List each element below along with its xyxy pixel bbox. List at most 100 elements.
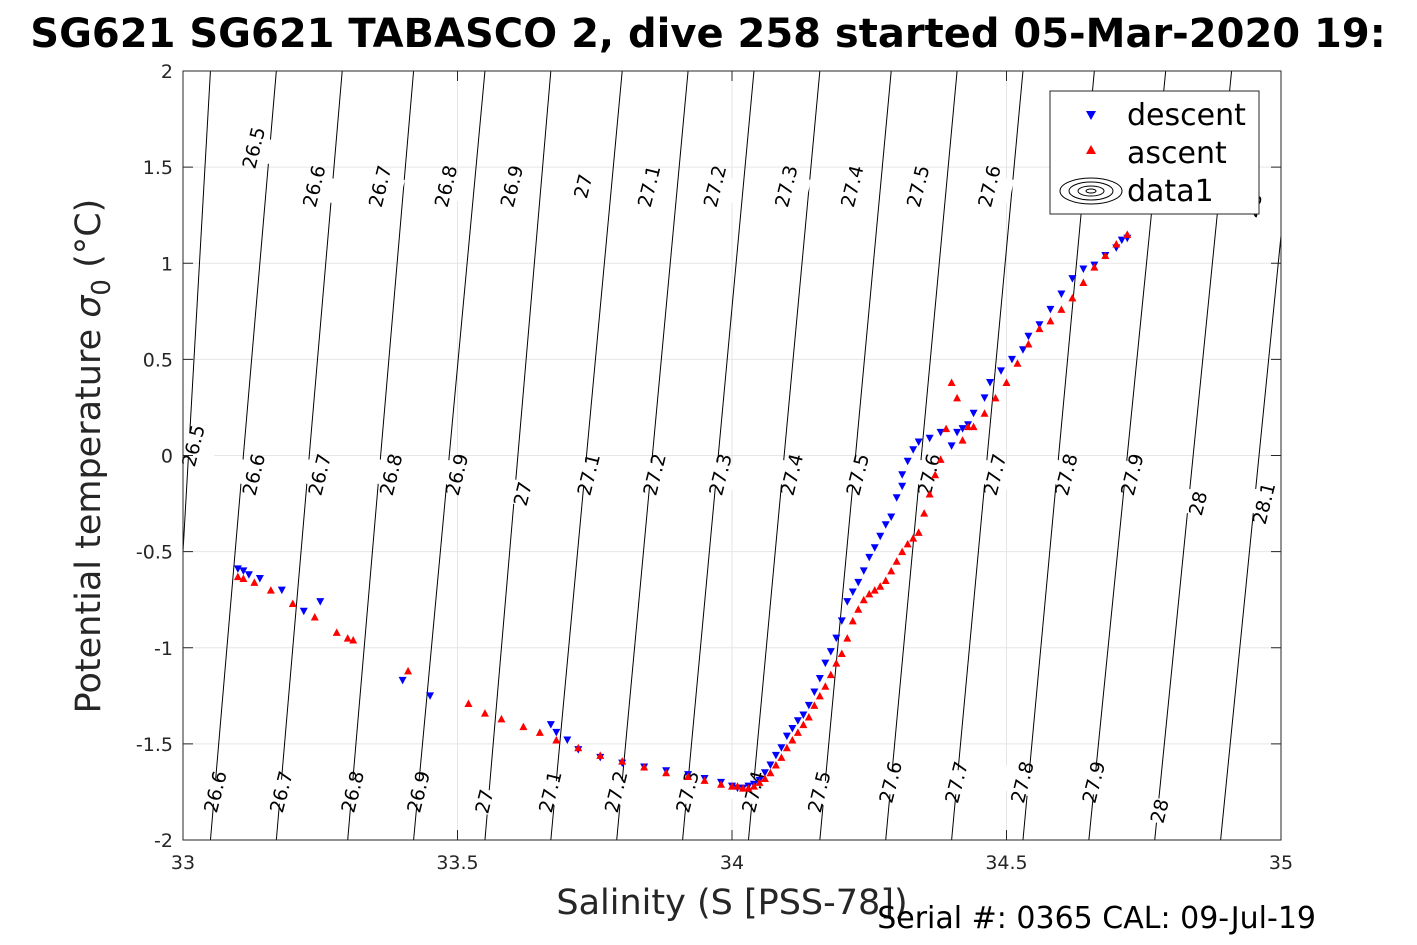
- contour-label-background: [367, 457, 416, 492]
- ascent-point: [744, 784, 753, 792]
- ascent-point: [1046, 316, 1055, 325]
- descent-point: [859, 567, 868, 575]
- ascent-point: [804, 712, 813, 721]
- descent-point: [398, 676, 407, 685]
- descent-point: [766, 761, 775, 770]
- descent-point: [760, 769, 769, 777]
- contour-label-background: [1174, 486, 1223, 521]
- ascent-point: [1035, 324, 1044, 333]
- y-tick-label: 0: [161, 446, 173, 468]
- contour-label-background: [998, 765, 1048, 800]
- ascent-point: [936, 455, 945, 463]
- descent-point: [299, 607, 308, 616]
- y-axis-label-subscript: 0: [87, 279, 117, 296]
- ascent-point: [1101, 251, 1110, 260]
- descent-point: [1057, 290, 1066, 299]
- contour-label-background: [433, 457, 482, 492]
- footer-serial-cal: Serial #: 0365 CAL: 09-Jul-19: [877, 901, 1316, 936]
- descent-point: [854, 578, 863, 587]
- ascent-point: [233, 572, 242, 581]
- descent-point: [837, 617, 846, 625]
- contour-label-background: [768, 457, 817, 492]
- ascent-point: [771, 761, 780, 769]
- y-tick-label: 1: [161, 253, 173, 275]
- contour-label-background: [894, 169, 943, 204]
- density-contour-labels: 26.526.6 26.7 26.8 26.9 27 27.1 27.2 27.3 27.4 27…: [169, 125, 1289, 829]
- ascent-point: [1013, 359, 1022, 367]
- descent-point: [980, 394, 989, 402]
- descent-point: [255, 575, 264, 583]
- ascent-point: [738, 784, 747, 792]
- ascent-point: [953, 393, 962, 402]
- legend-descent-marker: [1086, 111, 1096, 120]
- contour-label-background: [1240, 486, 1289, 521]
- contour-label-background: [795, 774, 845, 809]
- axis-ticks: 33 33.5 34 34.5 35 2 1.5 1 0.5 0 -0.5 -1 -1.5 -2: [136, 61, 1293, 874]
- contour-line-26-6: [209, 71, 277, 840]
- ascent-point: [519, 722, 528, 731]
- descent-point: [1046, 305, 1055, 314]
- ascent-point: [596, 751, 605, 759]
- ascent-point: [700, 776, 709, 784]
- contour-label-background: [488, 169, 537, 204]
- legend-descent-label: descent: [1127, 98, 1246, 133]
- contour-label-background: [1070, 765, 1119, 800]
- descent-point: [316, 598, 325, 606]
- ascent-point: [1079, 278, 1088, 286]
- descent-point: [821, 659, 830, 668]
- contour-label-background: [565, 457, 614, 492]
- descent-point: [1007, 355, 1016, 364]
- ascent-point: [239, 574, 248, 583]
- contour-label-background: [828, 169, 878, 204]
- descent-point: [969, 409, 978, 418]
- x-tick-label: 33: [171, 852, 195, 874]
- ascent-point: [887, 566, 896, 575]
- contour-label-background: [866, 765, 916, 800]
- ascent-point: [793, 728, 802, 736]
- descent-point: [909, 446, 918, 454]
- contour-line-27-5: [819, 71, 892, 840]
- ascent-point: [898, 547, 907, 556]
- contour-label-background: [729, 774, 779, 809]
- ascent-point: [349, 636, 358, 644]
- y-tick-label: -1: [154, 638, 173, 660]
- descent-point: [552, 728, 561, 737]
- ascent-point: [782, 743, 791, 752]
- contour-label-background: [630, 457, 680, 492]
- ascent-point: [288, 599, 297, 608]
- descent-point: [892, 494, 901, 502]
- ascent-point: [881, 576, 890, 584]
- descent-point: [881, 521, 890, 529]
- ascent-point: [854, 605, 863, 613]
- chart-title: SG621 SG621 TABASCO 2, dive 258 started …: [30, 11, 1385, 57]
- ascent-point: [1068, 293, 1077, 302]
- contour-line-27-4: [747, 71, 821, 840]
- y-tick-label: 0.5: [143, 349, 173, 371]
- descent-point: [788, 724, 797, 733]
- descent-point: [771, 751, 780, 760]
- descent-point: [832, 634, 841, 643]
- descent-point: [876, 532, 885, 541]
- ascent-point: [991, 393, 1000, 402]
- contour-label-background: [762, 169, 812, 204]
- ascent-point: [958, 436, 967, 444]
- descent-point: [239, 567, 248, 575]
- descent-point: [843, 598, 852, 606]
- descent-point: [810, 688, 819, 696]
- ascent-point: [343, 634, 352, 642]
- ascent-point: [1112, 240, 1121, 248]
- ascent-point: [865, 589, 874, 598]
- ascent-point: [755, 778, 764, 786]
- ascent-point: [914, 528, 923, 536]
- descent-point: [804, 701, 813, 710]
- y-axis-label: Potential temperature σ0 (°C): [69, 199, 117, 714]
- ascent-point: [618, 757, 627, 765]
- ascent-point: [848, 616, 857, 625]
- ascent-point: [777, 753, 786, 761]
- ascent-point: [552, 736, 561, 744]
- x-tick-label: 33.5: [436, 852, 478, 874]
- descent-point: [782, 732, 791, 741]
- descent-point: [793, 717, 802, 725]
- ascent-point: [1057, 305, 1066, 313]
